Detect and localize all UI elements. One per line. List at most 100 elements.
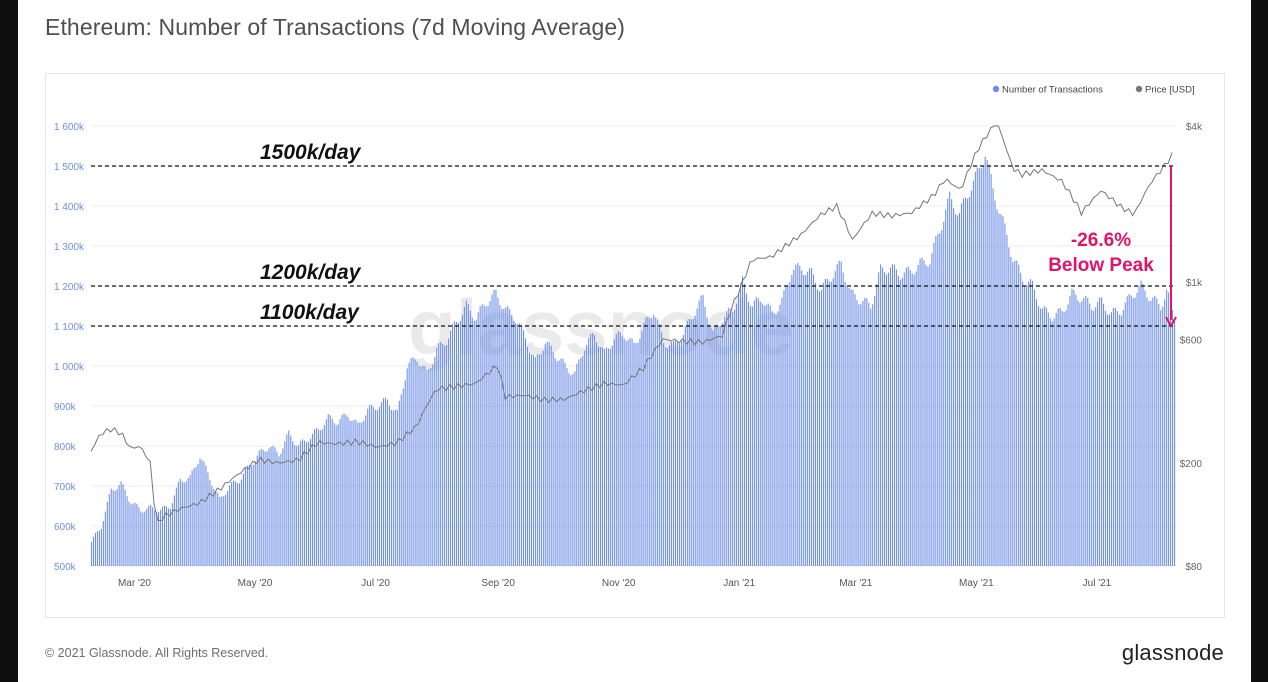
transaction-bar — [669, 345, 671, 566]
transaction-bar — [972, 180, 974, 566]
transaction-bar — [639, 338, 641, 566]
transaction-bar — [309, 438, 312, 566]
price-line-group — [90, 125, 1173, 522]
transaction-bar — [850, 289, 852, 566]
transaction-bar — [169, 509, 171, 566]
chart-canvas: Ethereum: Number of Transactions (7d Mov… — [18, 0, 1251, 682]
transaction-bar — [753, 300, 755, 566]
transaction-bar — [562, 358, 564, 566]
transaction-bar — [897, 275, 899, 566]
transaction-bar — [797, 262, 799, 566]
transaction-bar — [359, 422, 361, 566]
transaction-bar — [207, 472, 209, 566]
transaction-bar — [698, 300, 700, 566]
transaction-bar — [331, 418, 333, 566]
transaction-bar — [607, 348, 609, 566]
y-left-tick-label: 1 300k — [54, 242, 85, 253]
transaction-bar — [1116, 311, 1118, 566]
transaction-bar — [308, 441, 310, 566]
transaction-bar — [672, 340, 675, 566]
transaction-bar — [631, 338, 633, 566]
transaction-bar — [686, 320, 688, 566]
page-title: Ethereum: Number of Transactions (7d Mov… — [45, 14, 626, 40]
transaction-bar — [836, 264, 838, 566]
legend-marker[interactable] — [992, 85, 1000, 93]
transaction-bar — [240, 479, 242, 566]
legend-label[interactable]: Price [USD] — [1145, 85, 1195, 96]
transaction-bar — [412, 357, 414, 566]
glassnode-logo[interactable]: glassnode — [1121, 640, 1224, 665]
transaction-bar — [410, 358, 412, 566]
transaction-bar — [974, 171, 976, 566]
transaction-bar — [156, 512, 158, 566]
transaction-bar — [306, 442, 308, 566]
transaction-bar — [1037, 305, 1039, 566]
transaction-bar — [92, 536, 95, 566]
transaction-bar — [132, 503, 134, 566]
transaction-bar — [227, 491, 229, 566]
transaction-bar — [1106, 314, 1109, 566]
transaction-bar — [91, 542, 93, 566]
transaction-bar — [592, 332, 594, 566]
transaction-bar — [288, 430, 290, 566]
transaction-bar — [832, 278, 834, 566]
transaction-bar — [968, 196, 970, 566]
transaction-bar — [1035, 299, 1038, 566]
transaction-bar — [584, 350, 586, 566]
x-tick-label: Jul '21 — [1083, 578, 1112, 589]
transaction-bar — [816, 289, 819, 566]
transaction-bar — [787, 285, 789, 566]
transaction-bar — [513, 320, 515, 566]
y-right-tick-label: $600 — [1180, 335, 1203, 346]
transaction-bar — [779, 304, 781, 566]
transaction-bar — [436, 347, 438, 566]
x-tick-label: Jan '21 — [723, 578, 755, 589]
transaction-bar — [818, 291, 821, 566]
legend-label[interactable]: Number of Transactions — [1002, 85, 1103, 96]
transaction-bar — [990, 174, 992, 566]
transaction-bar — [388, 405, 390, 566]
transaction-bar — [960, 203, 963, 566]
transaction-bar — [532, 354, 534, 566]
transaction-bar — [542, 350, 544, 566]
transaction-bar — [947, 198, 949, 566]
transaction-bar — [830, 281, 832, 566]
transaction-bar — [1172, 309, 1174, 566]
transaction-bar — [473, 320, 475, 566]
transaction-bar — [503, 308, 505, 566]
transaction-bar — [1061, 311, 1063, 566]
transaction-bar — [663, 343, 665, 566]
transaction-bar — [988, 164, 990, 566]
transaction-bar — [495, 289, 497, 566]
transaction-bar — [120, 481, 122, 566]
transaction-bar — [371, 404, 373, 566]
transaction-bar — [939, 233, 941, 567]
transaction-bar — [491, 294, 493, 566]
transaction-bar — [732, 311, 734, 566]
transaction-bar — [783, 290, 785, 566]
transaction-bar — [789, 282, 791, 566]
transaction-bar — [566, 368, 568, 566]
transaction-bar — [430, 368, 432, 566]
y-left-tick-label: 500k — [54, 562, 77, 573]
legend[interactable]: Number of Transactions Price [USD] — [992, 85, 1195, 96]
transaction-bar — [962, 198, 965, 566]
transaction-bar — [112, 490, 114, 566]
transaction-bar — [781, 297, 783, 566]
transaction-bar — [913, 274, 915, 566]
transaction-bar — [943, 221, 945, 566]
transaction-bar — [955, 214, 957, 566]
transaction-bar — [1158, 304, 1160, 566]
transaction-bar — [351, 421, 353, 566]
transaction-bar — [171, 503, 173, 566]
transaction-bar — [418, 365, 420, 566]
transaction-bar — [1144, 290, 1146, 566]
transaction-bar — [899, 279, 901, 566]
transaction-bar — [935, 236, 937, 566]
transaction-bar — [96, 531, 98, 566]
legend-marker[interactable] — [1135, 85, 1143, 93]
transaction-bar — [217, 492, 219, 566]
transaction-bar — [173, 495, 175, 566]
transaction-bar — [822, 282, 824, 566]
transaction-bar — [738, 293, 740, 566]
